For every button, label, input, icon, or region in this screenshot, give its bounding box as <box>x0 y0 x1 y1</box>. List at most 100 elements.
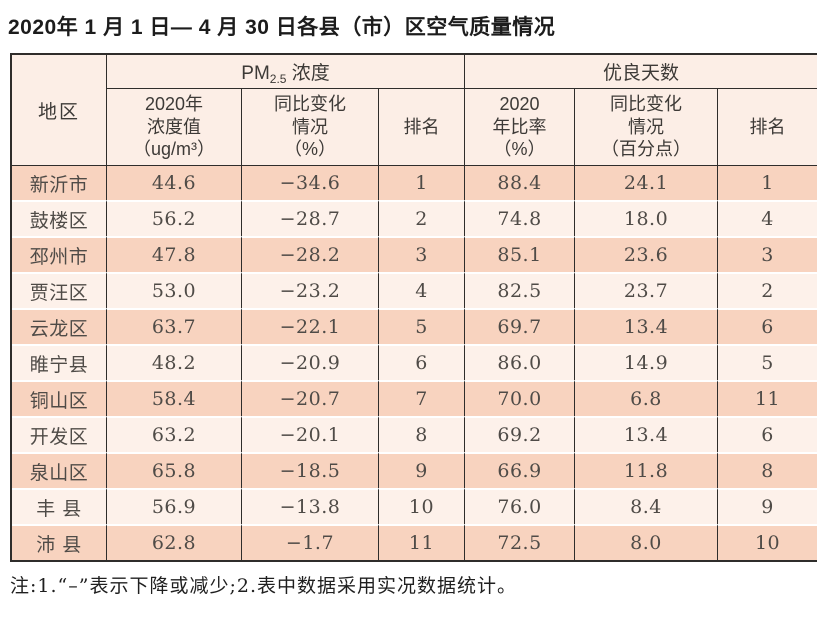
good-change-cell: 23.6 <box>575 236 719 272</box>
good-change-cell: 24.1 <box>575 166 719 200</box>
good-rank-cell: 2 <box>718 272 818 308</box>
pm-change-cell: −18.5 <box>242 452 379 488</box>
good-rank-cell: 10 <box>718 524 818 560</box>
table-row: 鼓楼区 56.2 −28.7 2 74.8 18.0 4 <box>12 200 818 236</box>
region-cell: 丰 县 <box>12 488 107 524</box>
pm-value-cell: 63.2 <box>107 416 242 452</box>
pm-rank-cell: 11 <box>379 524 466 560</box>
pm-rank-cell: 1 <box>379 166 466 200</box>
table-row: 丰 县 56.9 −13.8 10 76.0 8.4 9 <box>12 488 818 524</box>
good-rank-cell: 4 <box>718 200 818 236</box>
data-table: 地区 PM2.5 浓度 优良天数 2020年 浓度值 （ug/m³） 同比变化 … <box>12 55 818 560</box>
pm-value-cell: 62.8 <box>107 524 242 560</box>
good-change-cell: 18.0 <box>575 200 719 236</box>
pm-change-cell: −20.7 <box>242 380 379 416</box>
good-change-cell: 23.7 <box>575 272 719 308</box>
table-row: 邳州市 47.8 −28.2 3 85.1 23.6 3 <box>12 236 818 272</box>
region-cell: 新沂市 <box>12 166 107 200</box>
region-cell: 泉山区 <box>12 452 107 488</box>
good-rank-cell: 9 <box>718 488 818 524</box>
pm-value-cell: 56.2 <box>107 200 242 236</box>
pm-change-cell: −34.6 <box>242 166 379 200</box>
region-cell: 鼓楼区 <box>12 200 107 236</box>
good-rate-cell: 66.9 <box>465 452 576 488</box>
pm25-subscript: 2.5 <box>269 71 287 86</box>
pm25-label-prefix: PM <box>241 62 270 84</box>
good-change-cell: 14.9 <box>575 344 719 380</box>
pm-change-cell: −20.9 <box>242 344 379 380</box>
good-rate-cell: 70.0 <box>465 380 576 416</box>
table-row: 开发区 63.2 −20.1 8 69.2 13.4 6 <box>12 416 818 452</box>
table-row: 铜山区 58.4 −20.7 7 70.0 6.8 11 <box>12 380 818 416</box>
region-cell: 云龙区 <box>12 308 107 344</box>
table-body: 新沂市 44.6 −34.6 1 88.4 24.1 1 鼓楼区 56.2 −28.7 2 74.8 1… <box>12 166 818 560</box>
pm-change-cell: −23.2 <box>242 272 379 308</box>
table-row: 沛 县 62.8 −1.7 11 72.5 8.0 10 <box>12 524 818 560</box>
good-rate-cell: 82.5 <box>465 272 576 308</box>
table-header: 地区 PM2.5 浓度 优良天数 2020年 浓度值 （ug/m³） 同比变化 … <box>12 55 818 166</box>
pm-value-cell: 44.6 <box>107 166 242 200</box>
pm25-label-suffix: 浓度 <box>286 62 330 84</box>
region-cell: 邳州市 <box>12 236 107 272</box>
table-row: 泉山区 65.8 −18.5 9 66.9 11.8 8 <box>12 452 818 488</box>
good-rate-cell: 86.0 <box>465 344 576 380</box>
pm-value-cell: 58.4 <box>107 380 242 416</box>
good-rate-cell: 85.1 <box>465 236 576 272</box>
pm-change-cell: −13.8 <box>242 488 379 524</box>
col-header-good-rank: 排名 <box>718 89 818 166</box>
pm-value-cell: 53.0 <box>107 272 242 308</box>
pm-value-cell: 48.2 <box>107 344 242 380</box>
good-change-cell: 13.4 <box>575 416 719 452</box>
good-change-cell: 8.0 <box>575 524 719 560</box>
pm-change-cell: −1.7 <box>242 524 379 560</box>
pm-rank-cell: 5 <box>379 308 466 344</box>
pm-change-cell: −28.7 <box>242 200 379 236</box>
col-header-pm-change: 同比变化 情况 （%） <box>242 89 379 166</box>
page-title: 2020年 1 月 1 日— 4 月 30 日各县（市）区空气质量情况 <box>8 16 556 39</box>
pm-rank-cell: 4 <box>379 272 466 308</box>
pm-rank-cell: 8 <box>379 416 466 452</box>
pm-value-cell: 56.9 <box>107 488 242 524</box>
pm-rank-cell: 2 <box>379 200 466 236</box>
table-row: 新沂市 44.6 −34.6 1 88.4 24.1 1 <box>12 166 818 200</box>
pm-change-cell: −20.1 <box>242 416 379 452</box>
pm-rank-cell: 3 <box>379 236 466 272</box>
good-change-cell: 13.4 <box>575 308 719 344</box>
table-row: 睢宁县 48.2 −20.9 6 86.0 14.9 5 <box>12 344 818 380</box>
pm-change-cell: −28.2 <box>242 236 379 272</box>
pm-value-cell: 47.8 <box>107 236 242 272</box>
group-header-row: 地区 PM2.5 浓度 优良天数 <box>12 55 818 166</box>
region-cell: 贾汪区 <box>12 272 107 308</box>
col-header-pm-rank: 排名 <box>379 89 466 166</box>
pm-rank-cell: 9 <box>379 452 466 488</box>
good-rate-cell: 88.4 <box>465 166 576 200</box>
region-cell: 铜山区 <box>12 380 107 416</box>
good-rank-cell: 5 <box>718 344 818 380</box>
good-change-cell: 8.4 <box>575 488 719 524</box>
pm-rank-cell: 10 <box>379 488 466 524</box>
col-header-good-rate: 2020 年比率 （%） <box>465 89 576 166</box>
table-row: 贾汪区 53.0 −23.2 4 82.5 23.7 2 <box>12 272 818 308</box>
good-rank-cell: 1 <box>718 166 818 200</box>
sub-header-row: 2020年 浓度值 （ug/m³） 同比变化 情况 （%） 排名 2020 年比… <box>12 89 818 166</box>
pm-value-cell: 63.7 <box>107 308 242 344</box>
col-group-pm25: PM2.5 浓度 <box>107 55 466 89</box>
pm-rank-cell: 7 <box>379 380 466 416</box>
table-row: 云龙区 63.7 −22.1 5 69.7 13.4 6 <box>12 308 818 344</box>
col-header-region: 地区 <box>12 55 107 166</box>
good-rank-cell: 6 <box>718 416 818 452</box>
good-change-cell: 6.8 <box>575 380 719 416</box>
good-rate-cell: 69.7 <box>465 308 576 344</box>
pm-value-cell: 65.8 <box>107 452 242 488</box>
region-cell: 开发区 <box>12 416 107 452</box>
region-cell: 睢宁县 <box>12 344 107 380</box>
good-rank-cell: 11 <box>718 380 818 416</box>
good-rank-cell: 6 <box>718 308 818 344</box>
col-header-pm-value: 2020年 浓度值 （ug/m³） <box>107 89 242 166</box>
good-rate-cell: 69.2 <box>465 416 576 452</box>
col-header-good-change: 同比变化 情况 （百分点） <box>575 89 719 166</box>
pm-rank-cell: 6 <box>379 344 466 380</box>
col-group-good-days: 优良天数 <box>465 55 818 89</box>
good-change-cell: 11.8 <box>575 452 719 488</box>
